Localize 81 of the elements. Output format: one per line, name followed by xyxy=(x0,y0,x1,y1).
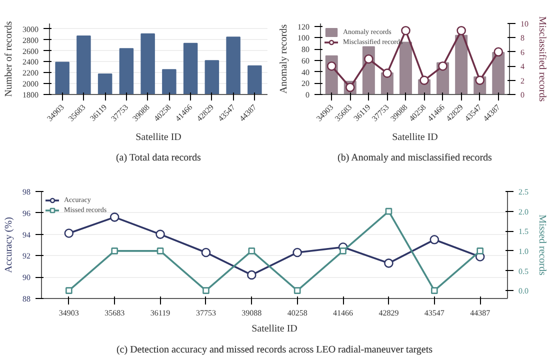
y2-tick-label: 2.0 xyxy=(518,207,528,216)
bar xyxy=(455,34,468,94)
point xyxy=(66,287,72,294)
x-axis-title: Satellite ID xyxy=(252,324,298,334)
y-tick-label: 90 xyxy=(22,273,30,282)
point xyxy=(111,248,118,254)
y-tick-label: 120 xyxy=(298,22,310,32)
y-tick-label: 2200 xyxy=(22,68,38,78)
point xyxy=(156,230,165,239)
x-tick-label: 35683 xyxy=(104,308,125,318)
point xyxy=(438,61,448,71)
y2-tick-label: 2 xyxy=(520,76,524,86)
y2-tick-label: 2.5 xyxy=(518,188,528,196)
point xyxy=(326,61,336,71)
x-tick-label: 43547 xyxy=(424,308,444,318)
y2-axis-title: Missed records xyxy=(536,214,548,276)
bar xyxy=(492,52,505,94)
y2-tick-label: 1.0 xyxy=(518,246,528,256)
x-tick-label: 36119 xyxy=(150,308,170,318)
y-tick-label: 60 xyxy=(302,56,310,66)
y-tick-label: 2600 xyxy=(22,46,38,56)
y2-tick-label: 0.5 xyxy=(518,266,528,276)
y2-tick-label: 0 xyxy=(520,90,524,100)
point xyxy=(294,287,301,294)
point xyxy=(156,248,164,254)
point xyxy=(385,208,392,215)
y-axis-title: Number of records xyxy=(4,21,14,97)
point xyxy=(420,76,429,85)
y-tick-label: 1800 xyxy=(22,90,38,100)
x-tick-label: 42829 xyxy=(378,308,399,318)
y-axis-title: Anomaly records xyxy=(278,24,290,94)
point xyxy=(247,270,256,280)
y2-axis-title: Misclassified records xyxy=(536,16,548,102)
point xyxy=(430,235,440,244)
y-tick-label: 98 xyxy=(22,188,30,196)
point xyxy=(202,287,210,294)
point xyxy=(64,228,74,238)
y-tick-label: 20 xyxy=(302,79,310,88)
point xyxy=(248,248,256,254)
text: (c) Detection accuracy and missed records across LEO radial-maneuver targets xyxy=(116,344,433,356)
y2-tick-label: 4 xyxy=(520,62,524,72)
x-axis-title: Satellite ID xyxy=(136,132,182,143)
point xyxy=(494,47,504,57)
y2-tick-label: 0.0 xyxy=(518,286,528,296)
y2-tick-label: 6 xyxy=(520,48,524,57)
y2-tick-label: 1.5 xyxy=(518,227,528,236)
y-tick-label: 96 xyxy=(22,208,30,218)
x-axis-title: Satellite ID xyxy=(392,132,438,143)
point xyxy=(476,248,484,254)
y-tick-label: 0 xyxy=(306,90,310,100)
point xyxy=(201,248,211,258)
x-tick-label: 37753 xyxy=(196,308,216,318)
point xyxy=(340,248,346,254)
point xyxy=(110,212,120,222)
y-tick-label: 3000 xyxy=(22,24,38,34)
x-tick-label: 40258 xyxy=(287,308,308,318)
point xyxy=(364,54,374,64)
y-tick-label: 80 xyxy=(302,45,310,54)
y2-tick-label: 10 xyxy=(520,20,528,28)
point xyxy=(456,26,466,36)
y-tick-label: 100 xyxy=(298,34,310,43)
y2-tick-label: 8 xyxy=(520,34,524,43)
point xyxy=(431,287,438,294)
point xyxy=(382,68,392,78)
y-tick-label: 94 xyxy=(22,230,30,240)
y-tick-label: 40 xyxy=(302,68,310,77)
y-tick-label: 92 xyxy=(22,252,30,261)
x-tick-label: 39088 xyxy=(242,308,262,318)
x-tick-label: 34903 xyxy=(58,308,79,318)
x-tick-label: 44387 xyxy=(470,308,490,318)
y-tick-label: 2800 xyxy=(22,36,38,45)
point xyxy=(384,258,394,268)
x-tick-label: 41466 xyxy=(333,308,354,318)
y-tick-label: 2400 xyxy=(22,58,38,67)
text: (a) Total data records xyxy=(116,152,201,164)
y-axis-title: Accuracy (%) xyxy=(4,217,14,273)
point xyxy=(292,248,302,258)
y-tick-label: 2000 xyxy=(22,80,38,89)
point xyxy=(401,26,410,36)
y-tick-label: 88 xyxy=(22,294,30,304)
text: (b) Anomaly and misclassified records xyxy=(338,152,492,164)
